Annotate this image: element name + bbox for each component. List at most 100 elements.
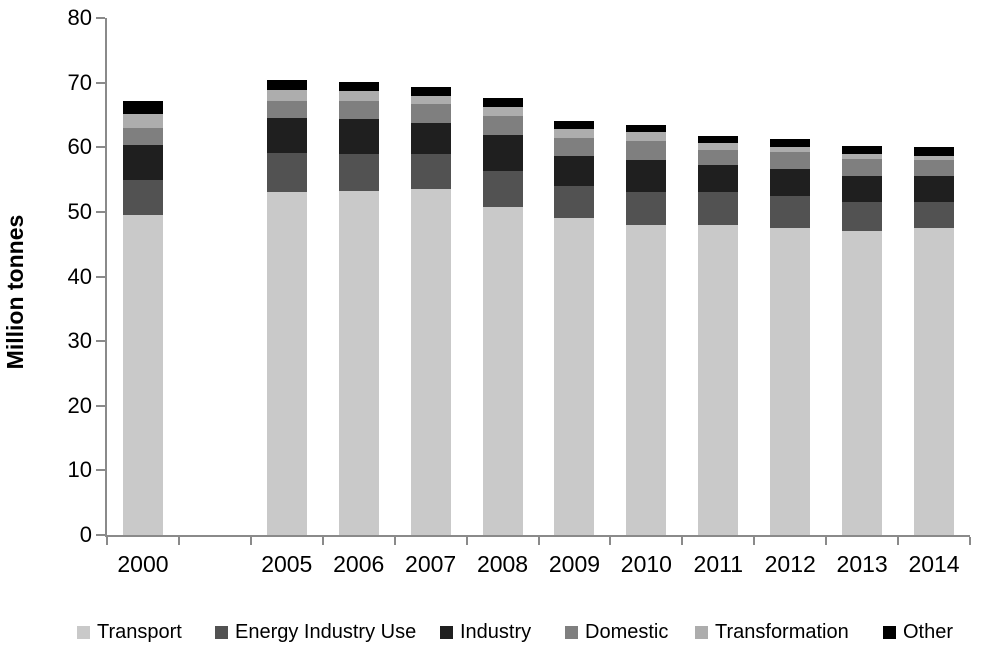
y-tick-label: 30 bbox=[67, 328, 92, 354]
bar-segment-2014-industry bbox=[914, 175, 955, 203]
bar-segment-2008-energy-industry-use bbox=[482, 171, 523, 207]
y-tick-label: 40 bbox=[67, 263, 92, 289]
y-tick-mark bbox=[96, 534, 105, 536]
y-tick-label: 80 bbox=[67, 5, 92, 30]
x-tick-mark bbox=[249, 537, 252, 545]
x-tick-label: 2006 bbox=[333, 551, 385, 577]
bar-segment-2005-transport bbox=[266, 192, 307, 535]
bar-segment-2010-other bbox=[626, 124, 667, 133]
x-tick-mark bbox=[825, 537, 828, 545]
bar-segment-2009-transformation bbox=[554, 128, 595, 139]
y-tick-label: 50 bbox=[67, 198, 92, 224]
bar-segment-2008-transport bbox=[482, 206, 523, 535]
legend-label-domestic: Domestic bbox=[585, 621, 669, 643]
y-tick-mark bbox=[96, 469, 105, 472]
bar-segment-2010-industry bbox=[626, 159, 667, 192]
bar-segment-2007-energy-industry-use bbox=[410, 154, 451, 190]
bar-segment-2014-transport bbox=[914, 228, 955, 535]
bar-segment-2000-domestic bbox=[122, 127, 163, 145]
bar-segment-2009-domestic bbox=[554, 138, 595, 156]
bar-segment-2011-transformation bbox=[698, 142, 739, 150]
legend-swatch-industry bbox=[440, 625, 453, 639]
bar-segment-2008-industry bbox=[482, 134, 523, 172]
y-axis-title: Million tonnes bbox=[2, 214, 28, 370]
bar-segment-2013-energy-industry-use bbox=[842, 202, 883, 232]
legend-swatch-transformation bbox=[695, 625, 708, 639]
x-tick-label: 2011 bbox=[693, 551, 744, 577]
legend-item-domestic: Domestic bbox=[565, 620, 668, 644]
bar-segment-2005-transformation bbox=[266, 90, 307, 101]
bar-segment-2009-energy-industry-use bbox=[554, 186, 595, 219]
x-tick-mark bbox=[177, 537, 180, 545]
bar-segment-2008-other bbox=[482, 98, 523, 107]
y-axis-line bbox=[105, 18, 107, 537]
x-tick-label: 2009 bbox=[548, 551, 601, 577]
x-tick-label: 2007 bbox=[405, 551, 457, 577]
legend-label-transformation: Transformation bbox=[715, 621, 849, 643]
x-tick-label: 2008 bbox=[476, 551, 529, 577]
y-tick-label: 0 bbox=[79, 522, 92, 547]
bar-segment-2006-domestic bbox=[338, 101, 379, 119]
bar-segment-2007-other bbox=[410, 86, 451, 96]
legend-label-industry: Industry bbox=[460, 621, 532, 643]
bar-segment-2010-energy-industry-use bbox=[626, 191, 667, 225]
bar-segment-2006-transformation bbox=[338, 91, 379, 102]
x-tick-mark bbox=[609, 537, 612, 545]
legend-label-transport: Transport bbox=[97, 621, 182, 643]
bar-segment-2007-transformation bbox=[410, 95, 451, 104]
bar-segment-2009-transport bbox=[554, 218, 595, 535]
legend-swatch-domestic bbox=[565, 625, 578, 639]
bar-segment-2009-industry bbox=[554, 155, 595, 186]
bar-segment-2010-transport bbox=[626, 224, 667, 535]
legend-swatch-transport bbox=[77, 625, 90, 639]
bar-segment-2011-energy-industry-use bbox=[698, 192, 739, 225]
bar-segment-2008-domestic bbox=[482, 115, 523, 135]
bar-segment-2011-industry bbox=[698, 164, 739, 193]
y-tick-mark bbox=[96, 340, 105, 343]
x-tick-mark bbox=[897, 537, 900, 545]
legend-item-energy-industry-use: Energy Industry Use bbox=[215, 620, 416, 644]
x-tick-mark bbox=[465, 537, 468, 545]
x-tick-label: 2005 bbox=[261, 551, 313, 577]
bar-segment-2005-energy-industry-use bbox=[266, 153, 307, 193]
y-tick-mark bbox=[96, 404, 105, 407]
x-tick-mark bbox=[681, 537, 684, 545]
x-tick-label: 2000 bbox=[117, 551, 169, 577]
y-tick-label: 60 bbox=[67, 134, 92, 160]
bar-segment-2000-energy-industry-use bbox=[122, 180, 163, 216]
bar-segment-2010-domestic bbox=[626, 140, 667, 160]
y-tick-label: 70 bbox=[67, 69, 92, 95]
bar-segment-2006-industry bbox=[338, 118, 379, 154]
bar-segment-2005-domestic bbox=[266, 100, 307, 119]
y-tick-label: 10 bbox=[67, 457, 92, 483]
bar-segment-2009-other bbox=[554, 120, 595, 129]
bar-segment-2012-energy-industry-use bbox=[770, 195, 811, 229]
x-axis-line bbox=[105, 535, 970, 537]
legend-label-other: Other bbox=[903, 621, 954, 643]
bar-segment-2000-industry bbox=[122, 144, 163, 181]
bar-segment-2000-transport bbox=[122, 215, 163, 535]
bar-segment-2013-industry bbox=[842, 175, 883, 203]
x-tick-label: 2012 bbox=[764, 551, 816, 577]
y-tick-mark bbox=[96, 275, 105, 278]
bar-segment-2011-other bbox=[698, 135, 739, 143]
bar-segment-2008-transformation bbox=[482, 106, 523, 116]
bar-segment-2012-transport bbox=[770, 228, 811, 535]
x-tick-mark bbox=[753, 537, 756, 545]
y-tick-mark bbox=[96, 210, 105, 213]
legend-item-other: Other bbox=[883, 620, 953, 644]
bar-segment-2014-other bbox=[914, 147, 955, 157]
bar-segment-2005-other bbox=[266, 80, 307, 91]
legend-swatch-energy-industry-use bbox=[215, 625, 228, 639]
x-tick-mark bbox=[321, 537, 324, 545]
bar-segment-2012-domestic bbox=[770, 152, 811, 170]
bar-segment-2006-energy-industry-use bbox=[338, 153, 379, 191]
y-tick-mark bbox=[96, 17, 105, 19]
bar-segment-2000-other bbox=[122, 100, 163, 115]
y-tick-label: 20 bbox=[67, 392, 92, 418]
bar-segment-2012-other bbox=[770, 139, 811, 148]
bar-segment-2006-transport bbox=[338, 190, 379, 535]
x-tick-mark bbox=[537, 537, 540, 545]
y-tick-mark bbox=[96, 146, 105, 149]
